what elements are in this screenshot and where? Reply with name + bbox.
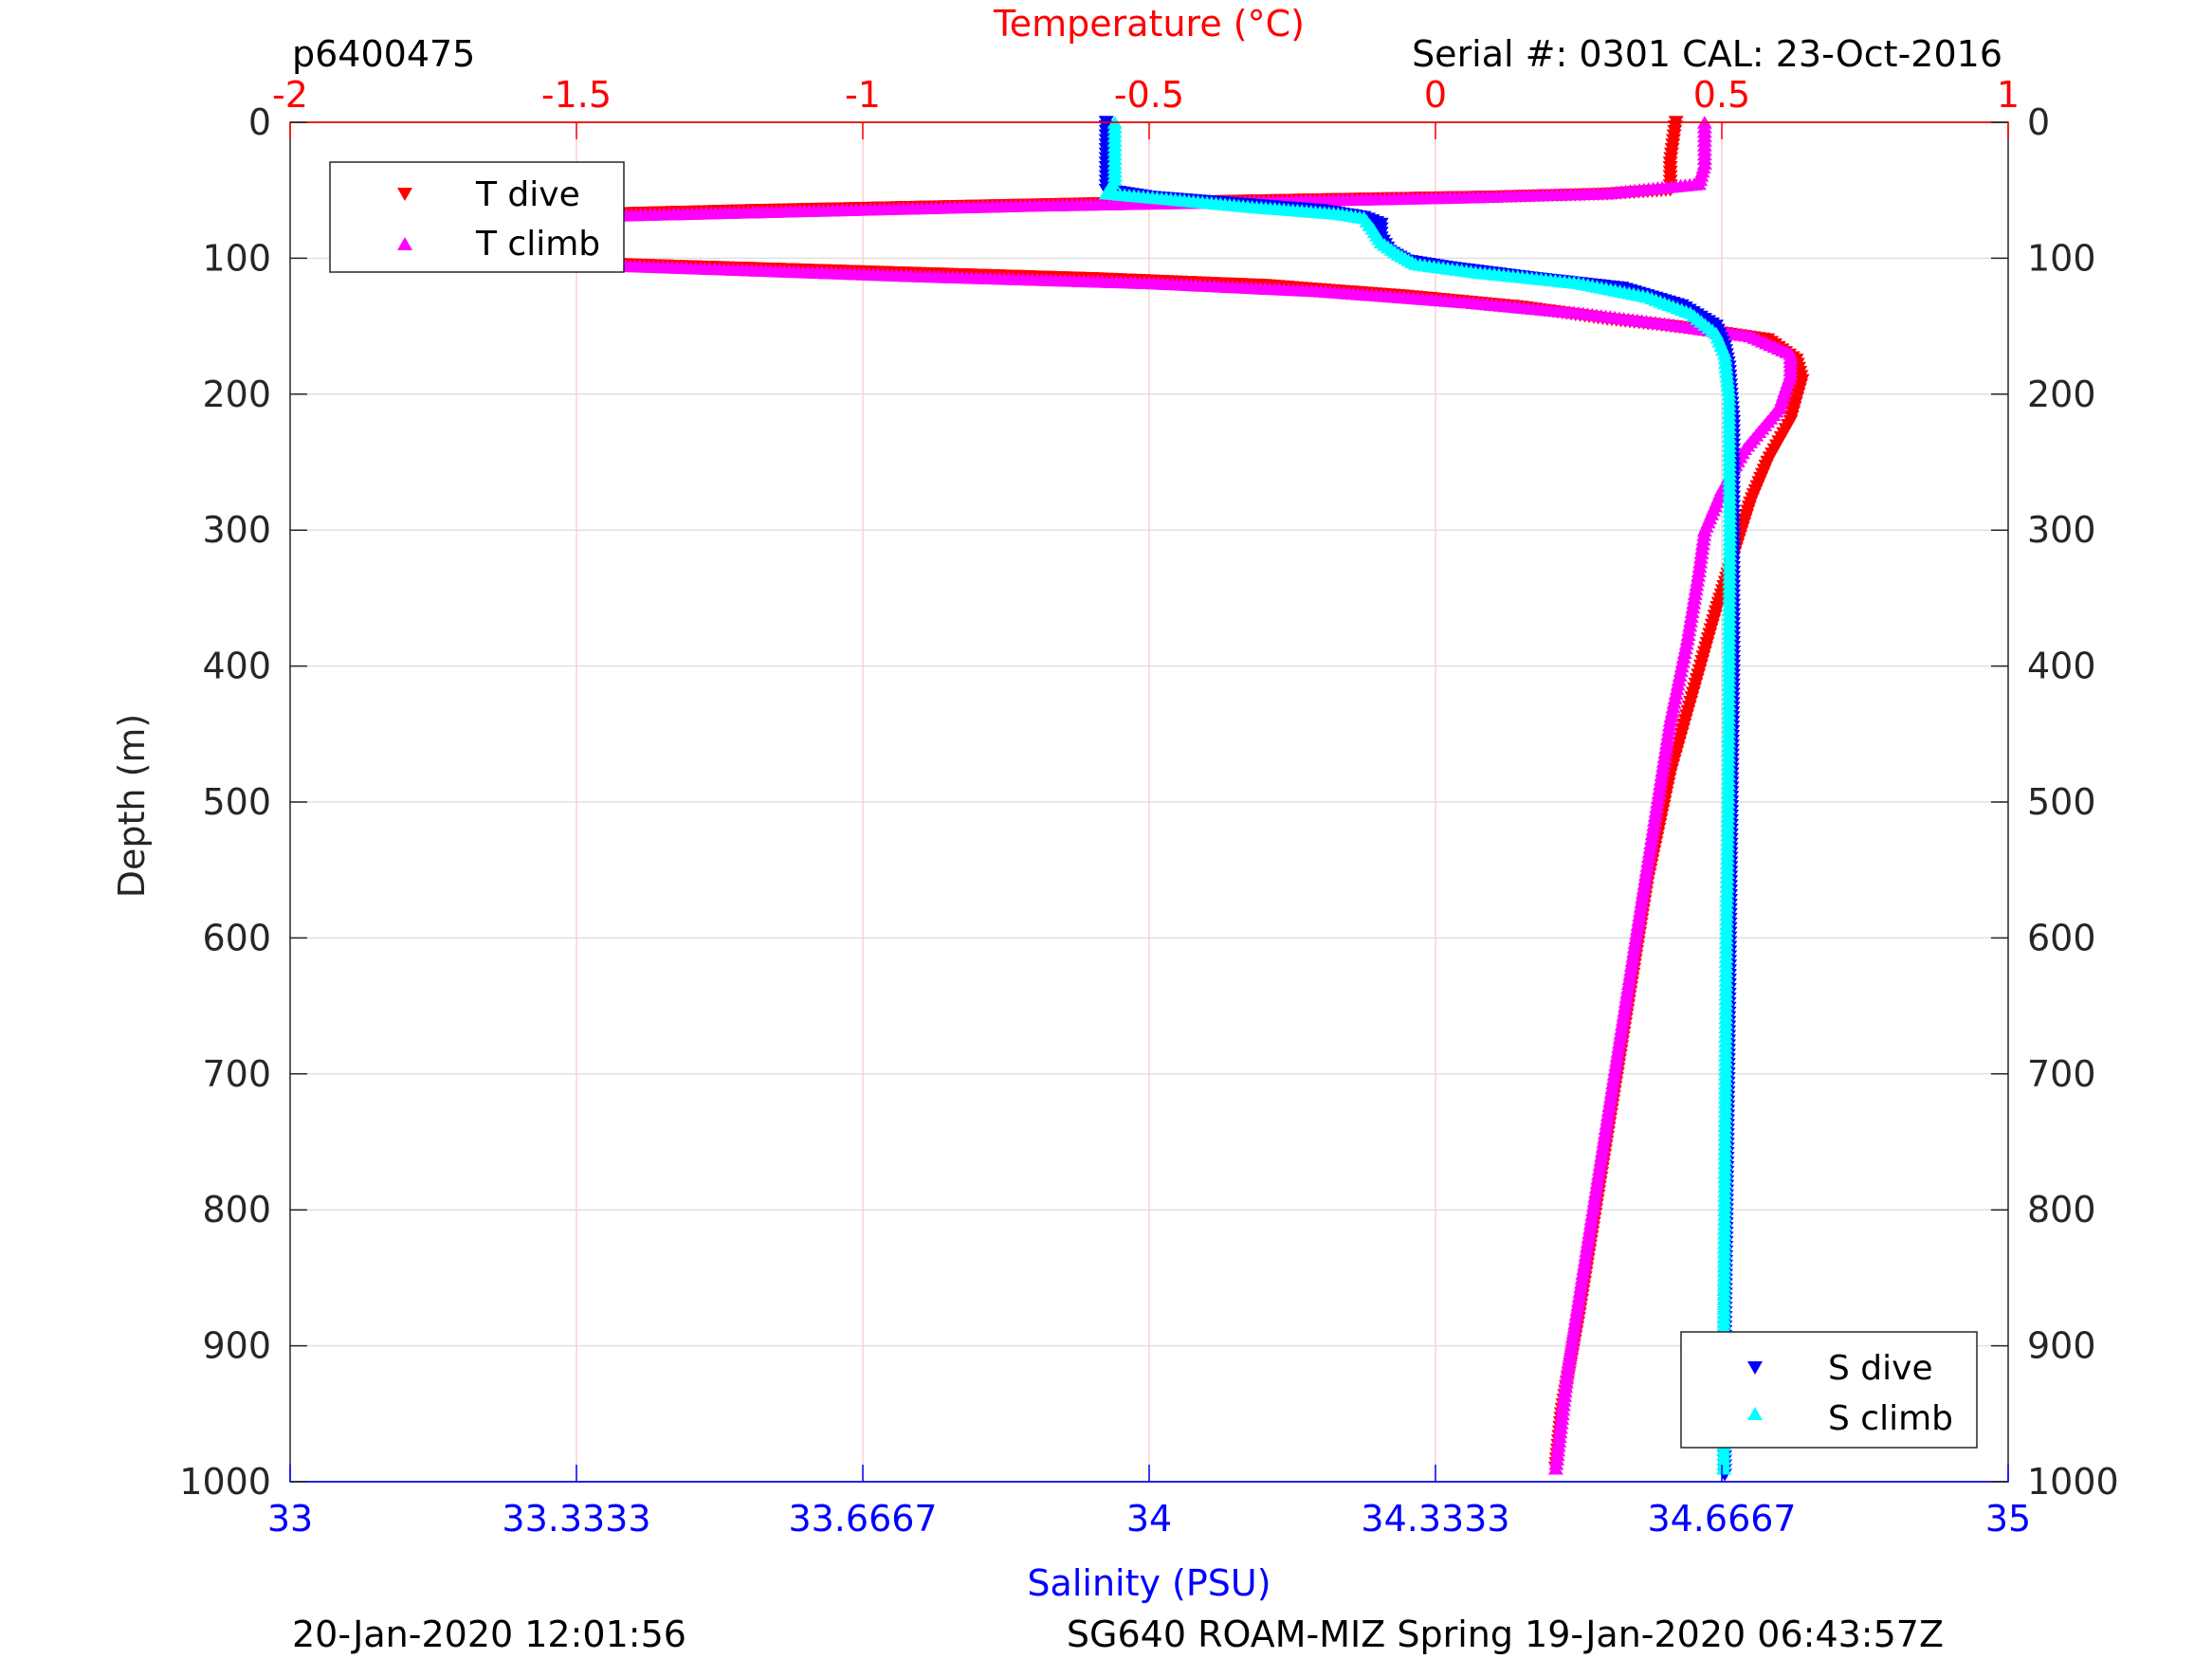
depth-tick-label-right: 1000: [2027, 1461, 2119, 1503]
temperature-tick-label: -1.5: [541, 74, 612, 116]
temperature-tick-label: 0: [1424, 74, 1447, 116]
legend-t-climb-marker: [397, 237, 412, 250]
depth-tick-label-left: 700: [202, 1053, 271, 1095]
depth-tick-label-left: 800: [202, 1189, 271, 1231]
depth-tick-label-left: 900: [202, 1325, 271, 1367]
depth-tick-label-left: 200: [202, 374, 271, 415]
series-s-climb: [1098, 116, 1738, 1475]
legend-s-dive-marker: [1747, 1361, 1763, 1375]
salinity-tick-label: 34.3333: [1361, 1498, 1509, 1540]
legend-t-dive-label: T dive: [475, 175, 580, 214]
footer-mission: SG640 ROAM-MIZ Spring 19-Jan-2020 06:43:…: [1067, 1613, 1944, 1655]
data-point: [1716, 1461, 1732, 1475]
salinity-tick-label: 35: [1985, 1498, 2031, 1540]
depth-tick-label-right: 100: [2027, 237, 2096, 279]
depth-tick-label-right: 400: [2027, 646, 2096, 687]
salinity-tick-label: 33.6667: [788, 1498, 937, 1540]
legend-t-climb-label: T climb: [475, 225, 600, 264]
legend-s-dive-label: S dive: [1828, 1349, 1933, 1388]
depth-axis-label: Depth (m): [111, 714, 153, 899]
depth-tick-label-right: 800: [2027, 1189, 2096, 1231]
legend-s-climb-marker: [1747, 1407, 1763, 1420]
temperature-tick-label: 0.5: [1693, 74, 1750, 116]
data-point: [1547, 1461, 1563, 1475]
depth-tick-label-left: 500: [202, 781, 271, 823]
depth-tick-label-left: 1000: [179, 1461, 271, 1503]
grid-lines: [290, 122, 2008, 1482]
salinity-tick-label: 34.6667: [1647, 1498, 1796, 1540]
axis-ticks: 0 0 100 100 200 200 300 300 400 400 500 500 600 600 70…: [179, 74, 2118, 1540]
legend-t-dive-marker: [397, 188, 412, 201]
salinity-axis-label: Salinity (PSU): [1027, 1562, 1271, 1604]
depth-tick-label-right: 900: [2027, 1325, 2096, 1367]
temperature-tick-label: -0.5: [1114, 74, 1184, 116]
depth-tick-label-right: 0: [2027, 101, 2050, 143]
depth-tick-label-right: 700: [2027, 1053, 2096, 1095]
temperature-axis-label: Temperature (°C): [993, 3, 1305, 45]
temperature-tick-label: 1: [1997, 74, 2020, 116]
depth-tick-label-right: 300: [2027, 509, 2096, 551]
depth-tick-label-left: 300: [202, 509, 271, 551]
depth-tick-label-left: 100: [202, 237, 271, 279]
legend-s-climb-label: S climb: [1828, 1399, 1953, 1438]
depth-tick-label-right: 600: [2027, 917, 2096, 958]
salinity-tick-label: 34: [1126, 1498, 1172, 1540]
footer-timestamp: 20-Jan-2020 12:01:56: [292, 1613, 686, 1655]
legend-temperature: T dive T climb: [329, 161, 625, 273]
depth-tick-label-right: 500: [2027, 781, 2096, 823]
serial-calibration: Serial #: 0301 CAL: 23-Oct-2016: [1412, 33, 2002, 75]
depth-tick-label-right: 200: [2027, 374, 2096, 415]
temperature-tick-label: -2: [272, 74, 308, 116]
salinity-tick-label: 33: [267, 1498, 313, 1540]
series-layer: [385, 116, 1810, 1482]
depth-tick-label-left: 0: [248, 101, 271, 143]
legend-salinity-box: [1680, 1331, 1978, 1449]
depth-tick-label-left: 600: [202, 917, 271, 958]
depth-tick-label-left: 400: [202, 646, 271, 687]
legend-salinity: S dive S climb: [1680, 1331, 1978, 1449]
salinity-tick-label: 33.3333: [502, 1498, 650, 1540]
profile-id: p6400475: [292, 33, 475, 75]
temperature-tick-label: -1: [845, 74, 881, 116]
legend-temperature-box: [329, 161, 625, 273]
